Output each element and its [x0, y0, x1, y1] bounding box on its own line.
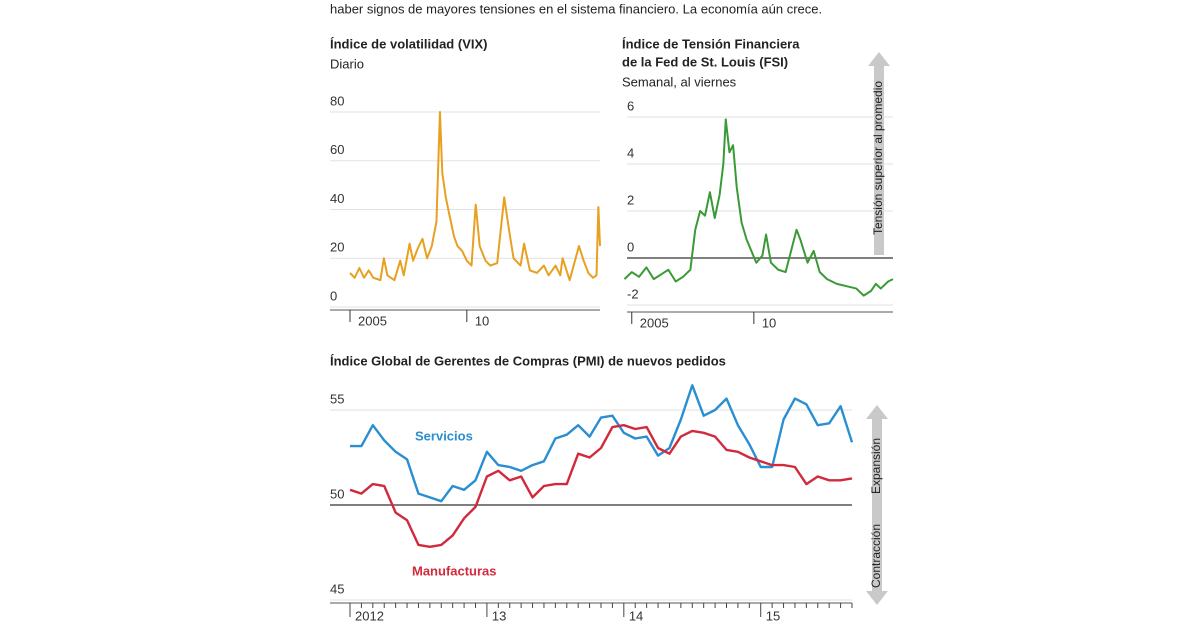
data-line	[623, 118, 894, 297]
y-tick-label: 60	[330, 142, 344, 157]
y-tick-label: 80	[330, 93, 344, 108]
y-tick-label: 0	[330, 288, 337, 303]
x-tick-label: 2005	[640, 315, 669, 330]
x-tick-label: 13	[492, 608, 506, 623]
y-tick-label: -2	[627, 286, 639, 301]
x-tick-label: 10	[762, 315, 776, 330]
x-tick-label: 15	[766, 608, 780, 623]
chart-title: de la Fed de St. Louis (FSI)	[622, 54, 788, 69]
y-tick-label: 6	[627, 98, 634, 113]
intro-text: haber signos de mayores tensiones en el …	[330, 1, 822, 16]
data-line	[349, 111, 601, 282]
data-line	[350, 384, 854, 503]
y-tick-label: 55	[330, 391, 344, 406]
y-tick-label: 4	[627, 145, 634, 160]
arrow-fsi	[868, 52, 890, 255]
annotation: Contracción	[869, 524, 883, 588]
y-tick-label: 2	[627, 192, 634, 207]
chart-subtitle: Semanal, al viernes	[622, 74, 737, 89]
chart-title: Índice de Tensión Financiera	[622, 36, 800, 51]
series-label: Manufacturas	[412, 563, 497, 578]
chart-subtitle: Diario	[330, 56, 364, 71]
x-tick-label: 2005	[358, 313, 387, 328]
data-line	[349, 424, 853, 548]
y-tick-label: 50	[330, 486, 344, 501]
x-tick-label: 2012	[355, 608, 384, 623]
annotation: Tensión superior al promedio	[871, 81, 885, 235]
x-tick-label: 14	[629, 608, 643, 623]
chart-title: Índice Global de Gerentes de Compras (PM…	[330, 353, 726, 368]
y-tick-label: 45	[330, 581, 344, 596]
y-tick-label: 20	[330, 240, 344, 255]
annotation: Expansión	[869, 438, 883, 494]
x-tick-label: 10	[475, 313, 489, 328]
series-label: Servicios	[415, 428, 473, 443]
arrow-pmi	[866, 405, 888, 605]
y-tick-label: 0	[627, 239, 634, 254]
chart-title: Índice de volatilidad (VIX)	[330, 36, 487, 51]
y-tick-label: 40	[330, 191, 344, 206]
